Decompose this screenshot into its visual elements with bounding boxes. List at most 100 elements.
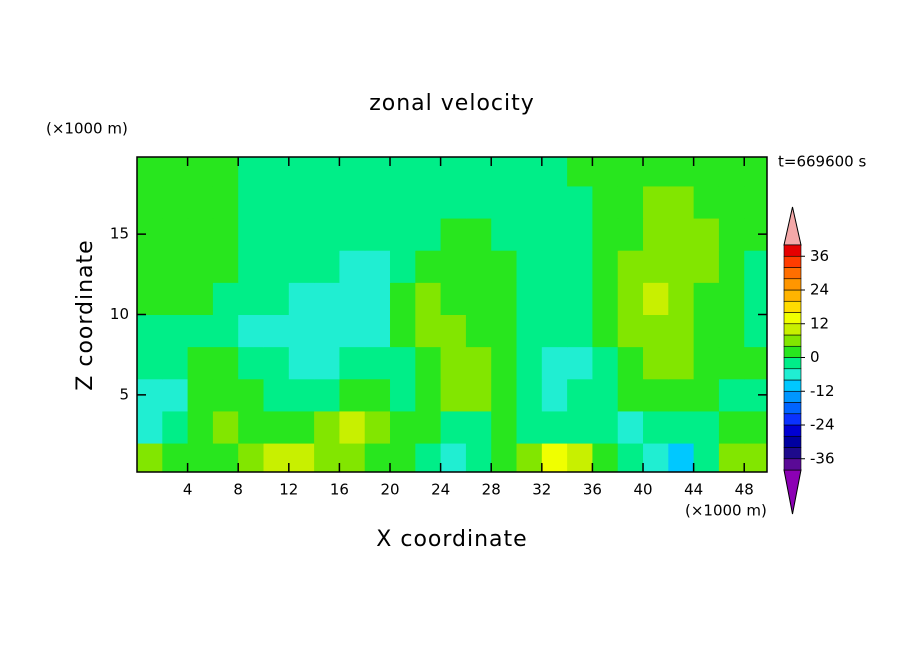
contour-cell (592, 282, 619, 315)
contour-cell (263, 250, 290, 283)
contour-cell (491, 282, 518, 315)
contour-cell (187, 346, 214, 380)
x-tick-label: 40 (633, 481, 652, 499)
contour-cell (364, 443, 391, 472)
contour-cell (440, 346, 467, 380)
contour-cell (718, 443, 745, 472)
contour-cell (212, 282, 239, 315)
colorbar-box (783, 312, 802, 325)
contour-cell (137, 443, 163, 472)
contour-cell (263, 157, 290, 187)
contour-cell (137, 346, 163, 380)
contour-cell (744, 410, 767, 444)
contour-cell (668, 443, 695, 472)
contour-cell (162, 185, 189, 219)
colorbar-box (783, 267, 802, 280)
contour-cell (415, 250, 442, 283)
contour-cell (643, 346, 669, 380)
contour-cell (440, 157, 467, 187)
x-tick-label: 16 (330, 481, 349, 499)
contour-cell (390, 410, 416, 444)
contour-cell (744, 282, 767, 315)
contour-cell (541, 157, 568, 187)
x-tick-label: 32 (532, 481, 551, 499)
contour-cell (440, 250, 467, 283)
contour-cell (339, 250, 366, 283)
contour-cell (643, 410, 669, 444)
contour-cell (314, 218, 340, 251)
contour-cell (238, 378, 265, 412)
contour-cell (390, 185, 416, 219)
contour-cell (415, 282, 442, 315)
x-unit: (×1000 m) (685, 502, 767, 520)
annotation: t=669600 s (778, 153, 866, 171)
contour-cell (718, 410, 745, 444)
contour-cell (668, 250, 695, 283)
contour-cell (364, 410, 391, 444)
contour-cell (617, 443, 644, 472)
contour-cell (263, 314, 290, 348)
axes: 4 8 12 16 20 24 28 32 36 40 44 4851015-36-24-120122… (110, 156, 835, 515)
contour-cell (541, 346, 568, 380)
contour-cell (288, 157, 315, 187)
contour-cell (415, 185, 442, 219)
contour-cell (718, 346, 745, 380)
contour-cell (288, 282, 315, 315)
contour-cell (567, 443, 593, 472)
contour-cell (744, 218, 767, 251)
contour-cell (187, 410, 214, 444)
colorbar-label: 36 (810, 247, 829, 265)
contour-cell (668, 185, 695, 219)
contour-cell (744, 346, 767, 380)
contour-cell (415, 157, 442, 187)
colorbar-label: -12 (810, 382, 835, 400)
contour-cell (314, 282, 340, 315)
contour-cell (668, 378, 695, 412)
x-tick-label: 24 (431, 481, 450, 499)
contour-cell (617, 282, 644, 315)
contour-cell (516, 218, 543, 251)
contour-cell (491, 346, 518, 380)
contour-cell (440, 218, 467, 251)
contour-cell (744, 250, 767, 283)
contour-cell (364, 185, 391, 219)
contour-cell (643, 378, 669, 412)
contour-cell (162, 410, 189, 444)
contour-cell (668, 314, 695, 348)
contour-cell (567, 410, 593, 444)
contour-cell (592, 250, 619, 283)
contour-cell (693, 443, 720, 472)
contour-cell (137, 185, 163, 219)
contour-cell (415, 443, 442, 472)
contour-cell (491, 218, 518, 251)
colorbar-box (783, 357, 802, 370)
contour-cell (541, 314, 568, 348)
contour-cell (541, 443, 568, 472)
contour-cell (162, 250, 189, 283)
contour-cell (491, 410, 518, 444)
contour-cell (187, 314, 214, 348)
contour-cell (415, 410, 442, 444)
contour-cell (617, 378, 644, 412)
contour-cell (238, 410, 265, 444)
contour-cell (440, 410, 467, 444)
contour-cell (592, 314, 619, 348)
contour-cell (212, 185, 239, 219)
contour-cell (643, 218, 669, 251)
contour-cell (516, 378, 543, 412)
contour-cell (440, 185, 467, 219)
contour-cell (718, 250, 745, 283)
colorbar-box (783, 379, 802, 392)
contour-cell (567, 157, 593, 187)
contour-cell (668, 218, 695, 251)
contour-cell (288, 346, 315, 380)
contour-cell (288, 250, 315, 283)
contour-cell (263, 185, 290, 219)
contour-cell (339, 218, 366, 251)
x-tick-label: 8 (233, 481, 243, 499)
contour-cell (643, 185, 669, 219)
contour-cell (339, 378, 366, 412)
contour-cell (516, 157, 543, 187)
contour-cell (744, 157, 767, 187)
contour-cell (718, 378, 745, 412)
